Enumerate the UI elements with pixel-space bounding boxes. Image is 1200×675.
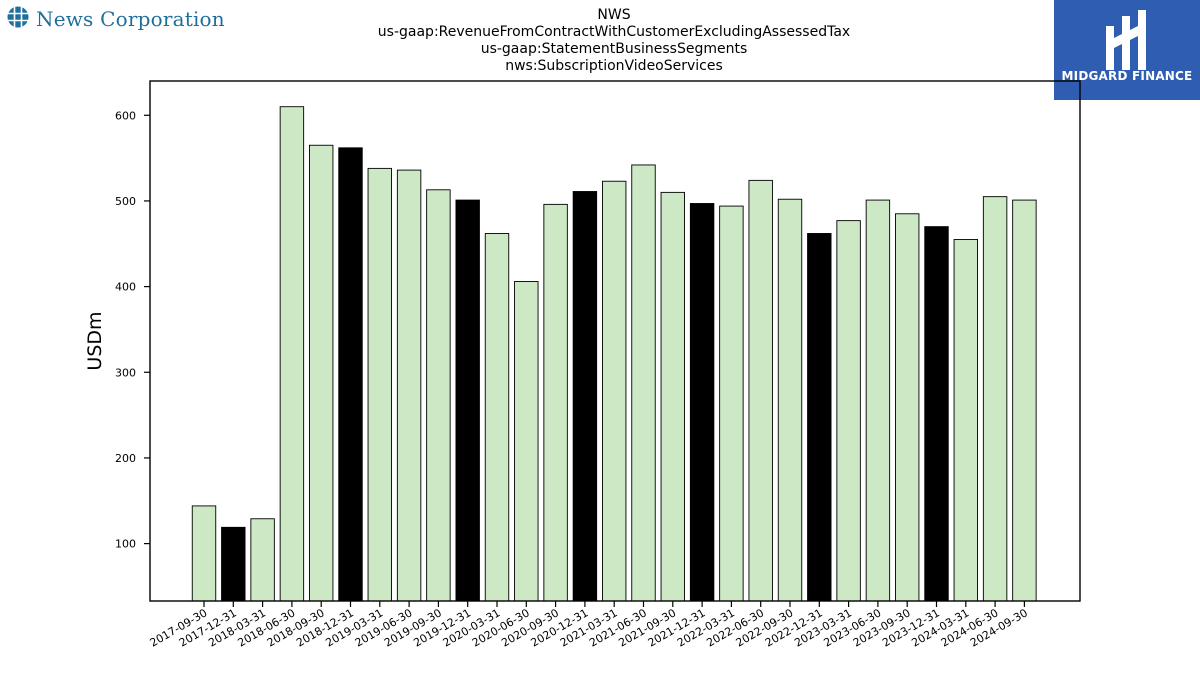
chart-title-line: nws:SubscriptionVideoServices bbox=[505, 58, 723, 74]
bar bbox=[631, 164, 656, 602]
bar bbox=[836, 220, 861, 602]
y-tick-label: 100 bbox=[115, 538, 136, 551]
chart-title-line: us-gaap:StatementBusinessSegments bbox=[480, 41, 748, 57]
chart-title-block: NWS us-gaap:RevenueFromContractWithCusto… bbox=[300, 7, 928, 75]
news-corp-logo: News Corporation bbox=[6, 5, 225, 33]
bar bbox=[660, 191, 685, 602]
bar bbox=[602, 180, 627, 602]
y-tick-label: 400 bbox=[115, 281, 136, 294]
bar bbox=[426, 189, 451, 602]
bar bbox=[250, 518, 275, 602]
bar bbox=[924, 226, 949, 602]
bar bbox=[953, 239, 978, 602]
bar bbox=[895, 213, 920, 602]
bar bbox=[865, 199, 891, 602]
bar bbox=[807, 233, 832, 602]
midgard-mark-icon bbox=[1102, 8, 1152, 74]
news-corp-wordmark: News Corporation bbox=[36, 7, 225, 31]
y-tick-label: 300 bbox=[115, 366, 136, 379]
bar bbox=[279, 106, 305, 602]
midgard-finance-logo: MIDGARD FINANCE bbox=[1054, 0, 1200, 100]
bar bbox=[689, 203, 715, 602]
plot-frame bbox=[149, 80, 1081, 602]
bar bbox=[514, 281, 539, 602]
bar bbox=[572, 191, 598, 602]
bar bbox=[455, 199, 480, 602]
globe-icon bbox=[6, 5, 30, 33]
bar bbox=[309, 144, 334, 602]
bar bbox=[484, 233, 510, 602]
bar bbox=[777, 198, 803, 602]
y-axis-label: USDm bbox=[84, 311, 106, 370]
bar bbox=[367, 167, 392, 602]
midgard-finance-wordmark: MIDGARD FINANCE bbox=[1061, 69, 1193, 83]
y-tick-label: 600 bbox=[115, 109, 136, 122]
bar bbox=[221, 526, 246, 602]
y-tick-label: 200 bbox=[115, 452, 136, 465]
bar bbox=[1012, 199, 1037, 602]
bar bbox=[719, 205, 744, 602]
bar bbox=[748, 179, 773, 602]
chart-title-line: us-gaap:RevenueFromContractWithCustomerE… bbox=[377, 24, 851, 40]
bar bbox=[543, 203, 568, 602]
bar bbox=[191, 505, 217, 602]
y-tick-label: 500 bbox=[115, 195, 136, 208]
bar bbox=[396, 169, 422, 602]
bar bbox=[338, 147, 363, 602]
bar bbox=[982, 196, 1008, 602]
chart-title-line: NWS bbox=[597, 7, 631, 23]
